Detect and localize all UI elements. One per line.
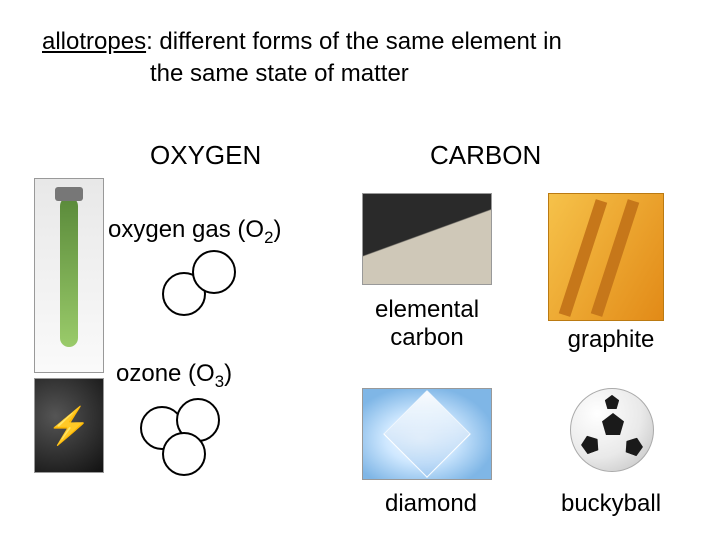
label-ozone: ozone (O3) (116, 360, 232, 391)
image-oxygen-tank (34, 178, 104, 373)
term-allotropes: allotropes (42, 28, 146, 55)
image-pencils (548, 193, 664, 321)
allotropes-definition: allotropes: different forms of the same … (42, 26, 690, 91)
image-diamond (362, 388, 492, 480)
label-elemental-carbon: elemental carbon (360, 296, 494, 351)
image-soccer-ball (570, 388, 654, 472)
label-ozone-suffix: ) (224, 360, 232, 387)
label-oxygen-gas-prefix: oxygen gas (O (108, 216, 264, 243)
definition-text-1: : different forms of the same element in (146, 28, 562, 55)
heading-oxygen: OXYGEN (150, 140, 261, 171)
image-lightning (34, 378, 104, 473)
definition-text-2: the same state of matter (150, 58, 409, 90)
label-graphite: graphite (556, 326, 666, 354)
label-buckyball: buckyball (556, 490, 666, 518)
label-elemental-carbon-l1: elemental (375, 296, 479, 323)
label-ozone-sub: 3 (215, 372, 224, 391)
heading-carbon: CARBON (430, 140, 541, 171)
label-oxygen-gas: oxygen gas (O2) (108, 216, 281, 247)
label-oxygen-gas-suffix: ) (273, 216, 281, 243)
label-ozone-prefix: ozone (O (116, 360, 215, 387)
image-coal (362, 193, 492, 285)
label-diamond: diamond (376, 490, 486, 518)
label-elemental-carbon-l2: carbon (390, 324, 463, 351)
